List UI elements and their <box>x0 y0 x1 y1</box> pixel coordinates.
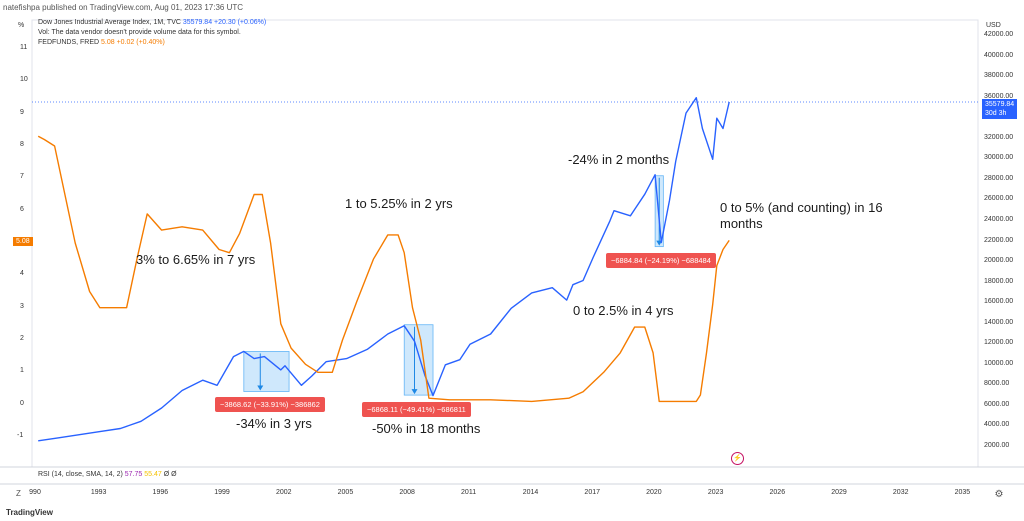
time-axis-tick: 2008 <box>399 489 415 496</box>
annotation-minus-24[interactable]: -24% in 2 months <box>568 152 670 167</box>
annotation-minus-50[interactable]: -50% in 18 months <box>372 421 481 436</box>
right-axis-tick: 26000.00 <box>984 195 1014 203</box>
time-axis-tick: 2002 <box>275 489 292 496</box>
dow-price-tag: 35579.84 30d 3h <box>982 99 1018 119</box>
legend-dow-price: 35579.84 <box>182 19 213 26</box>
fedfunds-series-line <box>37 135 730 403</box>
legend-row-dow[interactable]: Dow Jones Industrial Average Index, 1M, … <box>38 18 266 28</box>
left-axis-tick: 9 <box>20 108 24 116</box>
measure-badge-2008[interactable]: −6868.11 (−49.41%) −686811 <box>362 402 471 417</box>
rsi-legend[interactable]: RSI (14, close, SMA, 14, 2) 57.75 55.47 … <box>38 471 177 478</box>
right-axis-tick: 32000.00 <box>984 133 1014 141</box>
time-axis-tick: 2011 <box>461 489 477 496</box>
dow-price-tag-countdown: 30d 3h <box>985 110 1007 117</box>
time-axis-tick: 990 <box>29 489 41 496</box>
left-axis-tick: 7 <box>20 173 24 181</box>
left-axis-unit: % <box>18 22 25 29</box>
chart-area[interactable] <box>0 14 1024 509</box>
right-axis-tick: 20000.00 <box>984 257 1014 265</box>
right-axis-tick: 22000.00 <box>984 236 1014 244</box>
left-axis-tick: 11 <box>20 44 28 51</box>
legend-fedfunds-value: 5.08 <box>101 39 115 46</box>
annotation-minus-34[interactable]: -34% in 3 yrs <box>236 416 312 431</box>
time-axis-tick: 2029 <box>831 489 847 496</box>
legend-dow-name: Dow Jones Industrial Average Index, 1M, … <box>38 19 181 26</box>
legend-row-fedfunds[interactable]: FEDFUNDS, FRED 5.08 +0.02 (+0.40%) <box>38 38 266 48</box>
left-axis-tick: 6 <box>20 205 24 213</box>
annotation-0-to-2-5[interactable]: 0 to 2.5% in 4 yrs <box>573 303 674 318</box>
rsi-upper-band: Ø <box>163 471 170 478</box>
measure-badge-2020[interactable]: −6884.84 (−24.19%) −688484 <box>606 253 716 268</box>
publish-info: natefishpa published on TradingView.com,… <box>3 3 244 12</box>
right-axis-tick: 12000.00 <box>984 339 1014 347</box>
legend-row-vol[interactable]: Vol: The data vendor doesn't provide vol… <box>38 28 266 38</box>
time-axis-tick: 2020 <box>646 489 662 496</box>
annotation-0-to-5[interactable]: 0 to 5% (and counting) in 16 months <box>720 200 883 231</box>
measure-box-2001-arrowhead <box>257 385 264 391</box>
publish-header: natefishpa published on TradingView.com,… <box>0 0 1024 14</box>
fedfunds-price-tag: 5.08 <box>13 237 33 246</box>
left-axis-tick: 3 <box>20 302 24 310</box>
time-axis-tick: 2035 <box>954 489 971 496</box>
left-axis-tick: 2 <box>20 335 24 342</box>
annotation-1-to-5-25[interactable]: 1 to 5.25% in 2 yrs <box>345 196 453 211</box>
time-axis-tick: 1993 <box>90 489 107 496</box>
right-axis-tick: 28000.00 <box>984 174 1014 182</box>
tradingview-logo-icon: TradingView <box>6 508 53 517</box>
time-axis-tick: 2014 <box>522 489 539 496</box>
right-axis-tick: 4000.00 <box>984 421 1010 429</box>
legend-vol-text: Vol: The data vendor doesn't provide vol… <box>38 29 241 36</box>
measure-badge-2001[interactable]: −3868.62 (−33.91%) −386862 <box>215 397 325 412</box>
right-axis-tick: 6000.00 <box>984 400 1010 408</box>
right-axis-tick: 30000.00 <box>984 154 1014 162</box>
rsi-sma-value: 55.47 <box>144 471 162 478</box>
right-axis-tick: 8000.00 <box>984 380 1010 388</box>
right-axis-tick: 16000.00 <box>984 298 1014 306</box>
left-axis-tick: 0 <box>20 399 24 407</box>
right-axis-tick: 40000.00 <box>984 51 1014 59</box>
rsi-value: 57.75 <box>124 471 143 478</box>
measure-box-2008-arrowhead <box>411 389 418 395</box>
left-axis-tick: 1 <box>20 367 24 375</box>
rsi-label: RSI (14, close, SMA, 14, 2) <box>38 471 123 478</box>
legend-fedfunds-name: FEDFUNDS, FRED <box>38 39 100 46</box>
time-axis-tick: 1996 <box>152 489 169 496</box>
legend-dow-change: +20.30 (+0.06%) <box>214 19 267 26</box>
chart-legend: Dow Jones Industrial Average Index, 1M, … <box>38 18 266 48</box>
footer: TradingView <box>0 505 1024 521</box>
right-axis-tick: 42000.00 <box>984 31 1014 38</box>
dow-series-line <box>38 97 730 442</box>
right-axis-tick: 24000.00 <box>984 215 1014 223</box>
zoom-button[interactable]: Z <box>16 489 21 498</box>
right-axis-tick: 10000.00 <box>984 359 1014 367</box>
right-axis-tick: 2000.00 <box>984 442 1010 449</box>
right-axis-tick: 18000.00 <box>984 277 1014 285</box>
footer-brand: TradingView <box>6 508 53 517</box>
left-axis-tick: 8 <box>20 141 24 148</box>
legend-fedfunds-change: +0.02 (+0.40%) <box>116 39 165 46</box>
right-axis-tick: 36000.00 <box>984 92 1014 100</box>
left-axis-tick: 4 <box>20 270 24 278</box>
time-axis-tick: 2023 <box>707 489 724 496</box>
time-axis-tick: 2026 <box>769 489 786 496</box>
dow-price-tag-value: 35579.84 <box>985 101 1015 108</box>
lightning-icon[interactable]: ⚡ <box>731 452 744 465</box>
time-axis-tick: 2032 <box>892 489 909 496</box>
gear-icon[interactable]: ⚙ <box>994 489 1004 500</box>
right-axis-tick: 14000.00 <box>984 318 1014 326</box>
chart-canvas[interactable] <box>0 14 1024 509</box>
right-axis-tick: 38000.00 <box>984 72 1014 80</box>
rsi-lower-band: Ø <box>171 471 177 478</box>
left-axis-tick: -1 <box>17 432 24 439</box>
left-axis-tick: 10 <box>20 76 28 84</box>
time-axis-tick: 1999 <box>214 489 230 496</box>
right-axis-unit: USD <box>986 22 1001 29</box>
time-axis-tick: 2005 <box>337 489 354 496</box>
annotation-3-to-6-65[interactable]: 3% to 6.65% in 7 yrs <box>136 252 256 267</box>
time-axis-tick: 2017 <box>584 489 600 496</box>
